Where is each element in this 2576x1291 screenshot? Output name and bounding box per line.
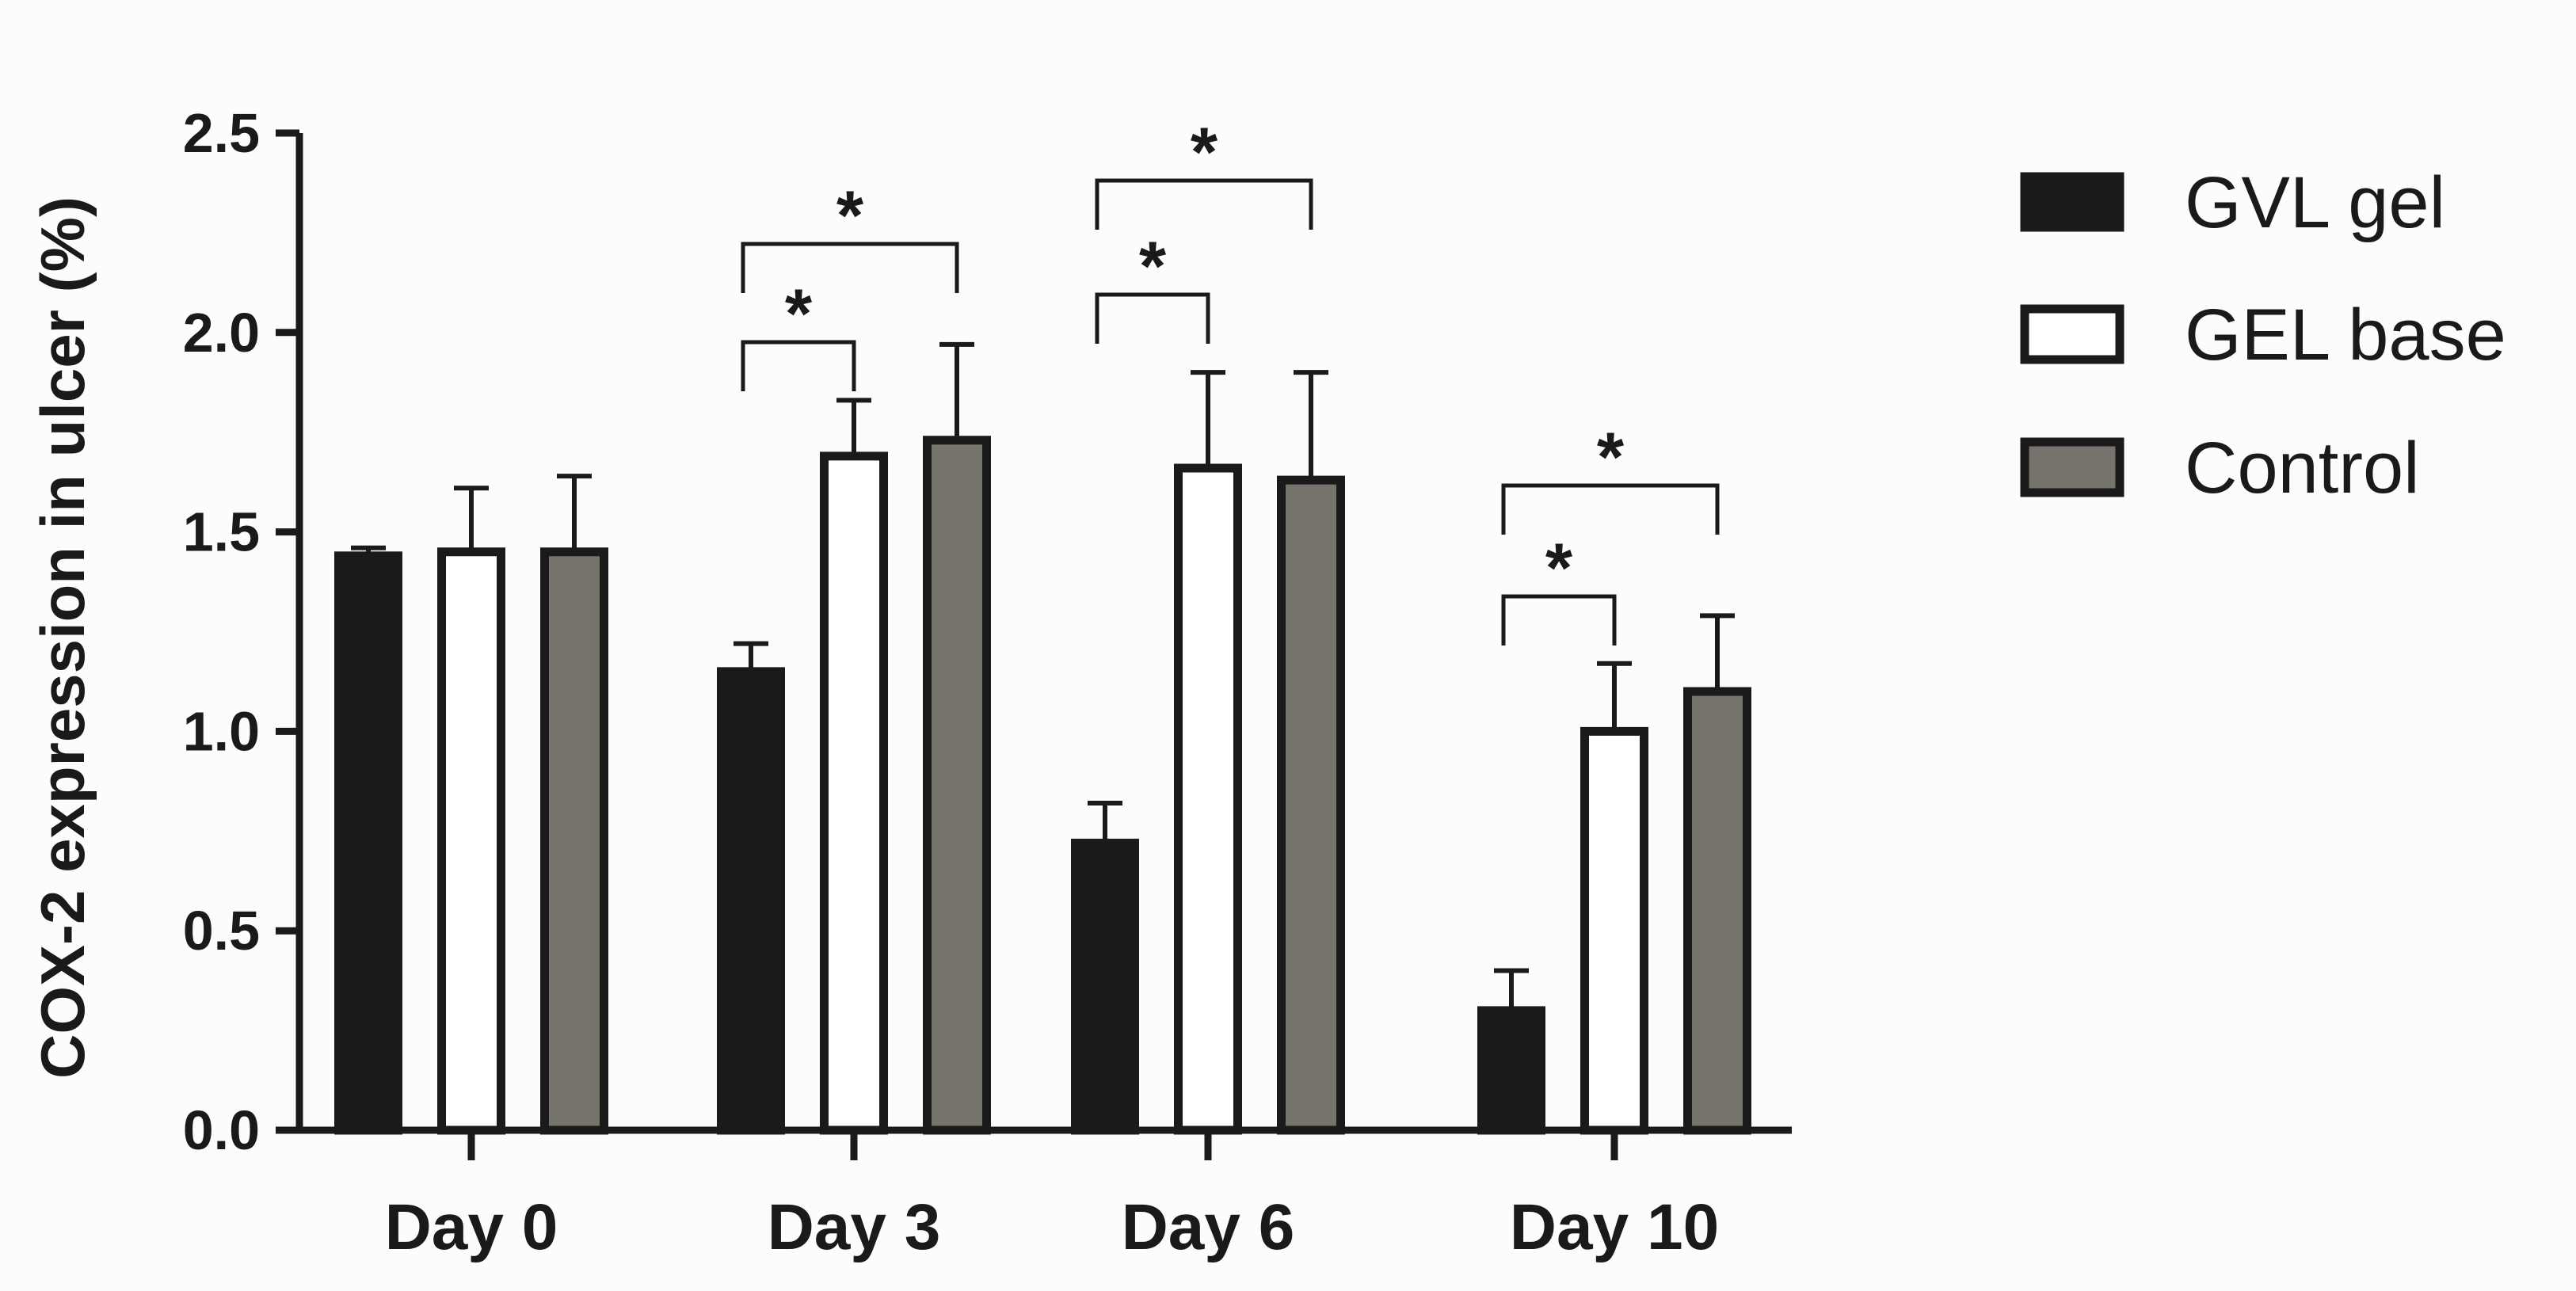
y-axis-label: COX-2 expression in ulcer (%) xyxy=(28,196,97,1079)
x-tick-label: Day 3 xyxy=(768,1191,941,1263)
y-tick-label: 2.5 xyxy=(183,102,260,164)
legend: GVL gel GEL base Control xyxy=(2020,162,2506,508)
plot-area: 0.0 0.5 1.0 1.5 2.0 2.5 Day 0 Day 3 Day 6 Day 10 *… xyxy=(183,102,1792,1263)
bar xyxy=(540,547,608,1135)
x-tick-label: Day 6 xyxy=(1122,1191,1295,1263)
bar xyxy=(1277,475,1345,1135)
significance-bracket xyxy=(1501,483,1720,535)
bar xyxy=(1683,687,1751,1135)
significance-bracket xyxy=(1095,178,1313,230)
legend-label: Control xyxy=(2185,428,2420,508)
significance-bracket xyxy=(741,242,959,293)
x-tick-label: Day 10 xyxy=(1510,1191,1719,1263)
legend-swatch xyxy=(2020,304,2124,364)
y-tick-label: 2.0 xyxy=(183,302,260,364)
x-tick-label: Day 0 xyxy=(385,1191,558,1263)
bar xyxy=(334,551,402,1135)
y-axis-title-group: COX-2 expression in ulcer (%) xyxy=(28,196,97,1079)
bar xyxy=(923,436,991,1135)
significance-marker: * xyxy=(1545,528,1573,607)
significance-bracket xyxy=(741,340,856,391)
bar xyxy=(1580,726,1648,1135)
bar xyxy=(1477,1006,1545,1135)
legend-label: GVL gel xyxy=(2185,162,2445,243)
significance-marker: * xyxy=(1191,112,1218,191)
bar xyxy=(1071,838,1139,1135)
y-tick-label: 0.5 xyxy=(183,900,260,962)
y-tick-label: 0.0 xyxy=(183,1099,260,1161)
significance-marker: * xyxy=(1597,417,1625,496)
significance-bracket xyxy=(1095,292,1210,344)
significance-bracket xyxy=(1501,594,1617,646)
legend-swatch xyxy=(2020,437,2124,497)
bar xyxy=(717,667,785,1135)
significance-marker: * xyxy=(785,274,813,352)
legend-label: GEL base xyxy=(2185,295,2506,375)
bar xyxy=(437,547,505,1135)
significance-marker: * xyxy=(1139,227,1167,305)
bar xyxy=(1174,463,1242,1135)
bar xyxy=(820,451,888,1135)
legend-swatch xyxy=(2020,172,2124,232)
y-tick-label: 1.5 xyxy=(183,501,260,563)
significance-marker: * xyxy=(836,176,864,254)
y-tick-label: 1.0 xyxy=(183,700,260,762)
